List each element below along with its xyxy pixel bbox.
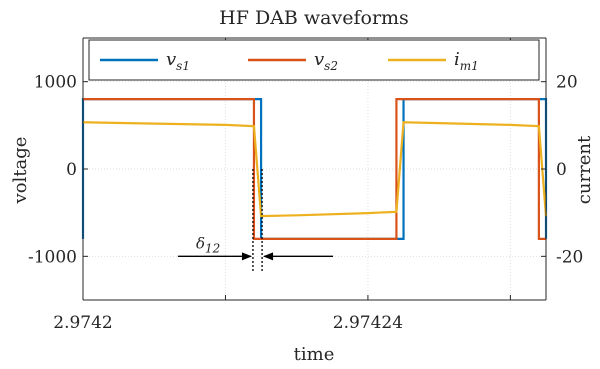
y-tick-label-left: -1000	[28, 247, 77, 267]
delta-label-subscript: 12	[205, 241, 220, 255]
series-line-v-s2	[83, 98, 546, 240]
x-axis-label: time	[294, 344, 335, 365]
y-tick-label-left: 1000	[34, 73, 77, 93]
delta-arrowhead-left	[241, 252, 252, 261]
delta-annotation: δ12	[177, 169, 334, 272]
x-tick-label: 2.97424	[333, 313, 403, 333]
legend-label-subscript: s2	[324, 59, 338, 73]
x-tick-label: 2.9742	[53, 313, 112, 333]
legend: vs1 vs2 im1	[88, 39, 540, 81]
legend-label-subscript: m1	[460, 59, 479, 73]
delta-label: δ12	[196, 234, 220, 255]
y-tick-label-right: 20	[556, 73, 578, 93]
y-tick-label-left: 0	[66, 160, 77, 180]
y-tick-label-right: -20	[556, 247, 583, 267]
legend-box	[88, 39, 540, 81]
y-axis-label-left: voltage	[10, 137, 31, 205]
y-axis-label-right: current	[574, 135, 595, 204]
series-line-i-m1	[82, 121, 548, 218]
chart-title: HF DAB waveforms	[219, 7, 409, 29]
y-tick-label-right: 0	[556, 160, 567, 180]
legend-label-subscript: s1	[176, 59, 190, 73]
delta-arrowhead-right	[263, 252, 274, 261]
series-layer	[81, 98, 548, 240]
